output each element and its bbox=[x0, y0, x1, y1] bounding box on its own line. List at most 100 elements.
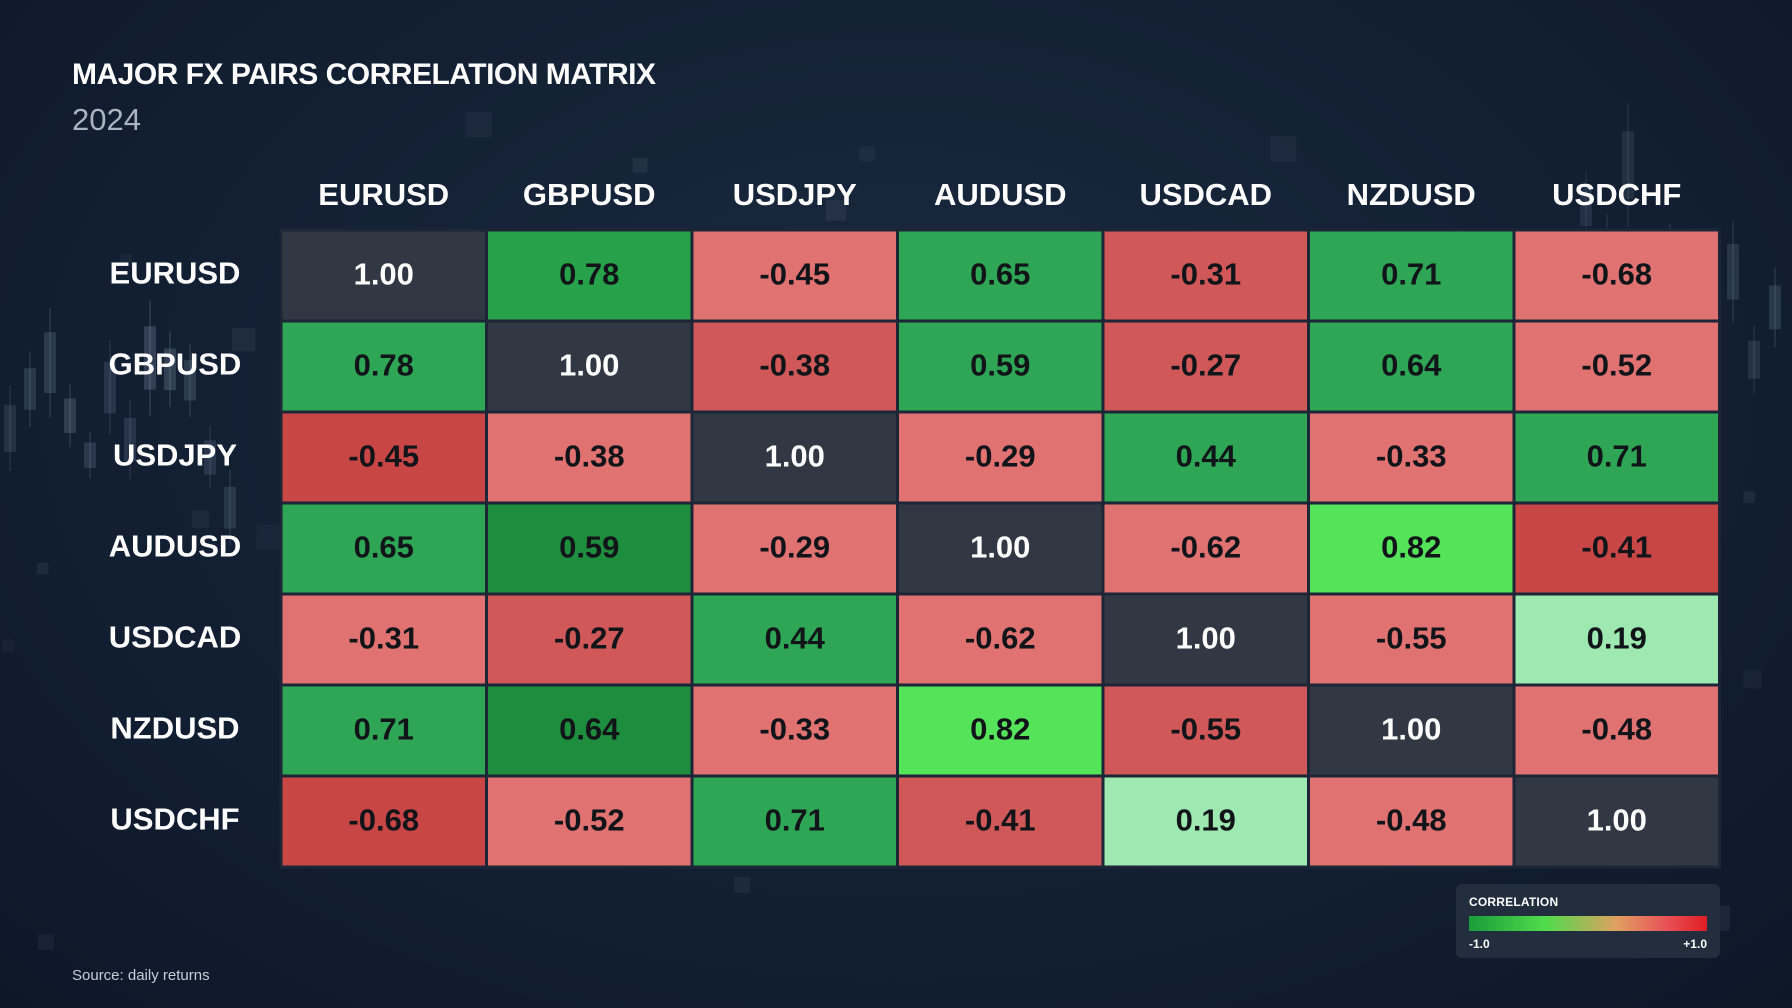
cell-value-label: -0.62 bbox=[965, 621, 1036, 656]
matrix-cell bbox=[1101, 501, 1310, 596]
cell-value-label: 0.71 bbox=[1587, 439, 1647, 474]
background-candle bbox=[24, 351, 36, 427]
cell-value-label: 1.00 bbox=[765, 439, 825, 474]
cell-value-label: 0.82 bbox=[1381, 530, 1441, 565]
cell-value-label: 0.78 bbox=[354, 348, 414, 383]
matrix-cell bbox=[1307, 774, 1516, 869]
background-square bbox=[465, 111, 492, 138]
legend-title: CORRELATION bbox=[1469, 895, 1559, 909]
cell-value-label: -0.48 bbox=[1376, 803, 1447, 838]
cell-value-label: -0.68 bbox=[1581, 257, 1652, 292]
legend-min-label: -1.0 bbox=[1469, 937, 1490, 951]
background-candle bbox=[1769, 267, 1781, 348]
cell-value-label: -0.68 bbox=[348, 803, 419, 838]
column-label: EURUSD bbox=[318, 177, 449, 212]
matrix-cell bbox=[1512, 319, 1721, 414]
chart-subtitle: 2024 bbox=[72, 102, 141, 137]
matrix-cell bbox=[1101, 774, 1310, 869]
background-square bbox=[120, 253, 132, 266]
matrix-cell bbox=[690, 592, 899, 687]
column-label: AUDUSD bbox=[934, 177, 1067, 212]
cell-value-label: -0.62 bbox=[1170, 530, 1241, 565]
matrix-cell bbox=[1512, 774, 1721, 869]
cell-value-label: -0.29 bbox=[965, 439, 1036, 474]
cell-value-label: -0.55 bbox=[1376, 621, 1447, 656]
background-square bbox=[36, 562, 49, 575]
background-square bbox=[232, 327, 256, 352]
background-square bbox=[734, 876, 751, 894]
cell-value-label: -0.45 bbox=[759, 257, 830, 292]
matrix-cell bbox=[279, 774, 488, 869]
background-square bbox=[859, 146, 875, 162]
cell-value-label: -0.52 bbox=[554, 803, 625, 838]
matrix-cell bbox=[896, 319, 1105, 414]
cell-value-label: -0.33 bbox=[759, 712, 830, 747]
cell-value-label: 1.00 bbox=[970, 530, 1030, 565]
column-label: GBPUSD bbox=[523, 177, 656, 212]
cell-value-label: 0.59 bbox=[970, 348, 1030, 383]
background-candle bbox=[44, 307, 56, 418]
cell-value-label: -0.41 bbox=[1581, 530, 1652, 565]
cell-value-label: -0.48 bbox=[1581, 712, 1652, 747]
matrix-cell bbox=[279, 683, 488, 778]
background-candle bbox=[1727, 221, 1739, 323]
matrix-cell bbox=[690, 501, 899, 596]
cell-value-label: 1.00 bbox=[1176, 621, 1236, 656]
cell-value-label: -0.27 bbox=[1170, 348, 1241, 383]
row-label: USDJPY bbox=[113, 438, 237, 473]
matrix-cell bbox=[896, 501, 1105, 596]
cell-value-label: 0.64 bbox=[1381, 348, 1442, 383]
cell-value-label: 1.00 bbox=[1587, 803, 1647, 838]
cell-value-label: -0.29 bbox=[759, 530, 830, 565]
matrix-cell bbox=[485, 501, 694, 596]
matrix-cell bbox=[690, 683, 899, 778]
cell-value-label: 0.65 bbox=[970, 257, 1030, 292]
row-label: NZDUSD bbox=[110, 711, 239, 746]
row-label: AUDUSD bbox=[109, 529, 242, 564]
cell-value-label: 0.44 bbox=[765, 621, 826, 656]
cell-value-label: 0.82 bbox=[970, 712, 1030, 747]
cell-value-label: -0.41 bbox=[965, 803, 1036, 838]
matrix-cell bbox=[485, 683, 694, 778]
matrix-cell bbox=[1307, 501, 1516, 596]
cell-value-label: -0.33 bbox=[1376, 439, 1447, 474]
cell-value-label: 0.78 bbox=[559, 257, 619, 292]
matrix-cell bbox=[1512, 501, 1721, 596]
cell-value-label: 0.59 bbox=[559, 530, 619, 565]
legend-max-label: +1.0 bbox=[1683, 937, 1707, 951]
cell-value-label: -0.31 bbox=[348, 621, 419, 656]
background-square bbox=[1743, 491, 1756, 504]
column-label: USDCHF bbox=[1552, 177, 1681, 212]
chart-title: MAJOR FX PAIRS CORRELATION MATRIX bbox=[72, 58, 656, 91]
background-candle bbox=[204, 426, 216, 489]
background-square bbox=[256, 524, 282, 550]
background-candle bbox=[4, 386, 16, 471]
matrix-cell bbox=[1512, 410, 1721, 505]
matrix-cell bbox=[485, 319, 694, 414]
background-square bbox=[1, 639, 15, 653]
matrix-cell bbox=[1101, 228, 1310, 323]
row-label: USDCAD bbox=[109, 620, 242, 655]
cell-value-label: 0.71 bbox=[765, 803, 825, 838]
matrix-cell bbox=[896, 410, 1105, 505]
matrix-cell bbox=[1307, 410, 1516, 505]
matrix-cell bbox=[1101, 319, 1310, 414]
column-label: USDJPY bbox=[733, 177, 857, 212]
source-note: Source: daily returns bbox=[72, 967, 210, 984]
background-candle bbox=[1622, 103, 1634, 227]
background-candle bbox=[104, 340, 116, 435]
background-candle bbox=[84, 432, 96, 479]
background-candle bbox=[144, 300, 156, 416]
cell-value-label: 0.44 bbox=[1176, 439, 1237, 474]
background-candle bbox=[224, 469, 236, 546]
row-label: USDCHF bbox=[110, 802, 239, 837]
cell-value-label: 1.00 bbox=[354, 257, 414, 292]
background-square bbox=[1270, 135, 1297, 162]
matrix-cell bbox=[485, 410, 694, 505]
row-label: EURUSD bbox=[110, 256, 241, 291]
cell-value-label: 0.71 bbox=[1381, 257, 1441, 292]
cell-value-label: 0.71 bbox=[354, 712, 414, 747]
cell-value-label: -0.38 bbox=[554, 439, 625, 474]
matrix-cell bbox=[1307, 592, 1516, 687]
background-candle bbox=[184, 343, 196, 418]
